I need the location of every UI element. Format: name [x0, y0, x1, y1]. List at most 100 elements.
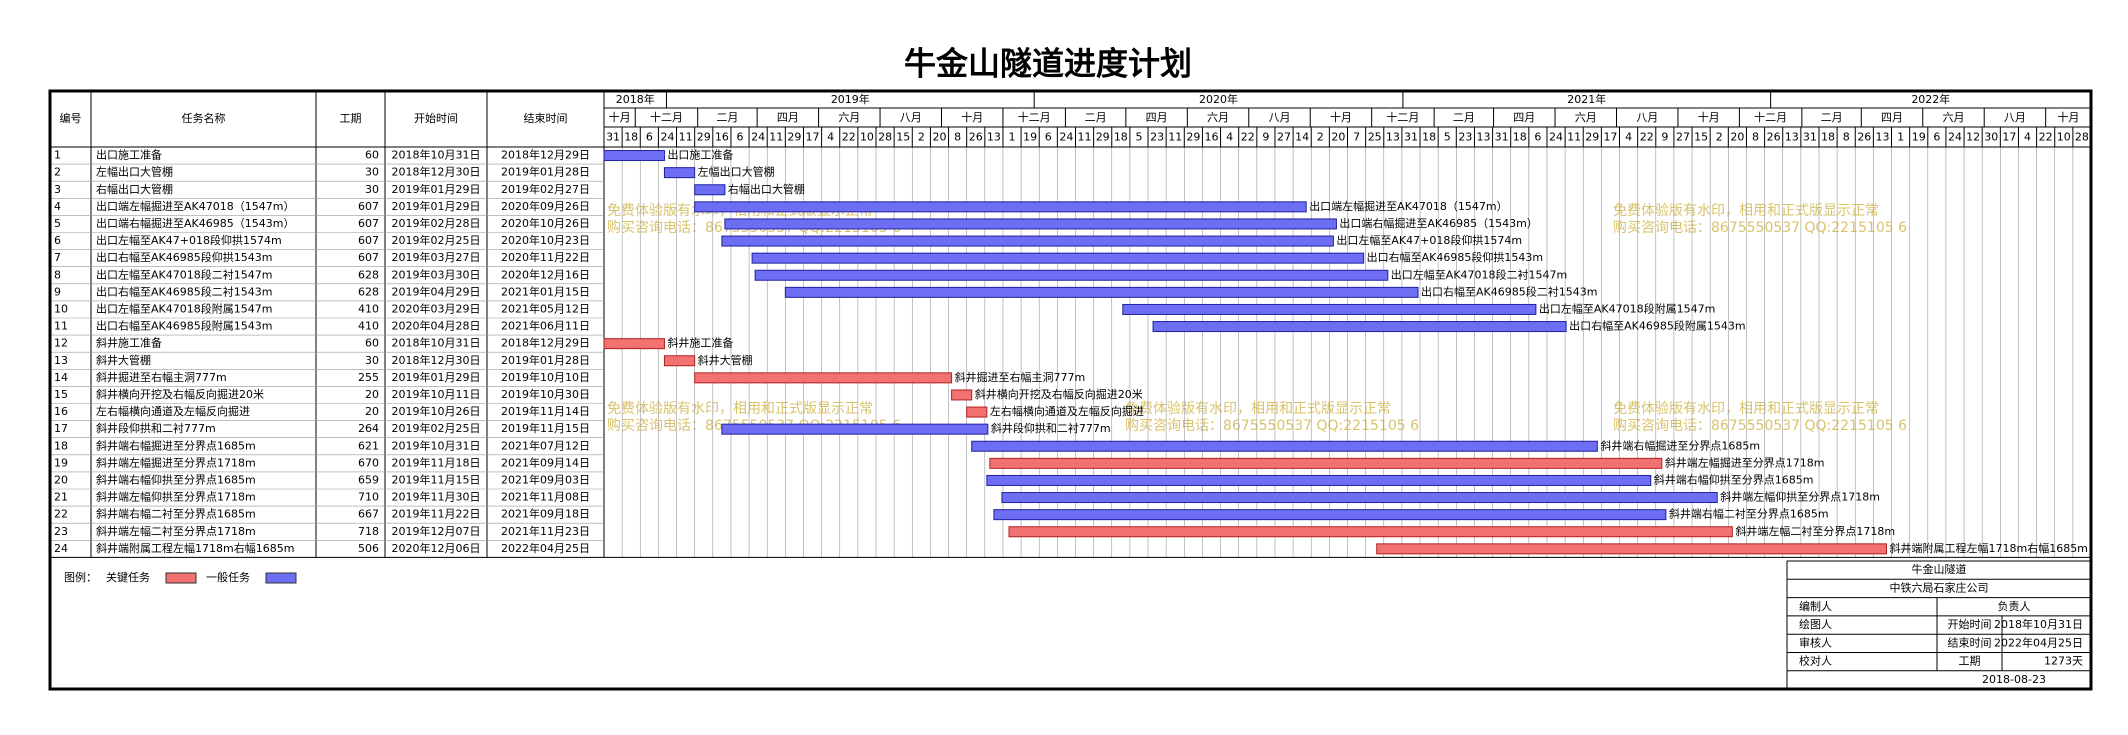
task-id: 19 — [54, 456, 68, 469]
task-start: 2019年11月18日 — [392, 455, 481, 469]
day-label: 2 — [1716, 131, 1723, 144]
column-header: 任务名称 — [182, 111, 226, 125]
legend-title: 图例： — [64, 570, 97, 584]
day-label: 4 — [827, 131, 834, 144]
bar-label: 出口端左幅掘进至AK47018（1547m） — [1309, 199, 1507, 213]
day-label: 29 — [697, 131, 711, 144]
task-start: 2019年11月15日 — [392, 472, 481, 486]
task-end: 2020年10月23日 — [501, 233, 590, 247]
info-project: 牛金山隧道 — [1912, 562, 1967, 576]
task-end: 2020年12月16日 — [501, 267, 590, 281]
task-name: 出口左幅至AK47+018段仰拱1574m — [96, 233, 282, 247]
month-label: 二月 — [1085, 111, 1107, 124]
task-duration: 20 — [365, 388, 379, 401]
month-label: 六月 — [1575, 111, 1597, 124]
day-label: 17 — [1603, 131, 1617, 144]
day-label: 10 — [2057, 131, 2071, 144]
bar-label: 出口右幅至AK46985段附属1543m — [1569, 319, 1745, 333]
day-label: 24 — [1549, 131, 1563, 144]
month-label: 八月 — [900, 111, 922, 124]
task-duration: 20 — [365, 405, 379, 418]
task-end: 2021年11月08日 — [501, 490, 590, 504]
task-start: 2019年11月30日 — [392, 490, 481, 504]
task-bar — [1376, 543, 1887, 555]
task-duration: 670 — [358, 456, 379, 469]
task-name: 出口端右幅掘进至AK46985（1543m） — [96, 216, 294, 230]
day-label: 4 — [2024, 131, 2031, 144]
day-label: 1 — [1897, 131, 1904, 144]
day-label: 24 — [660, 131, 674, 144]
day-label: 9 — [1262, 131, 1269, 144]
day-label: 8 — [954, 131, 961, 144]
day-label: 6 — [737, 131, 744, 144]
task-end: 2022年04月25日 — [501, 541, 590, 555]
task-start: 2019年10月31日 — [392, 438, 481, 452]
month-label: 四月 — [1513, 111, 1535, 124]
task-name: 斜井端右幅仰拱至分界点1685m — [96, 472, 256, 486]
day-label: 22 — [2039, 131, 2053, 144]
day-label: 5 — [1444, 131, 1451, 144]
task-duration: 30 — [365, 166, 379, 179]
watermark: 免费体验版有水印，相用和正式版显示正常 — [1613, 401, 1879, 417]
task-duration: 410 — [358, 320, 379, 333]
day-label: 10 — [860, 131, 874, 144]
day-label: 31 — [606, 131, 620, 144]
task-name: 左右幅横向通道及左幅反向掘进 — [96, 404, 250, 418]
task-name: 斜井端左幅仰拱至分界点1718m — [96, 490, 256, 504]
task-name: 斜井端左幅掘进至分界点1718m — [96, 455, 256, 469]
bar-label: 斜井施工准备 — [667, 336, 733, 350]
day-label: 7 — [1353, 131, 1360, 144]
task-id: 9 — [54, 285, 61, 298]
task-start: 2020年12月06日 — [392, 541, 481, 555]
task-id: 16 — [54, 405, 68, 418]
task-end: 2021年11月23日 — [501, 524, 590, 538]
month-label: 六月 — [1942, 111, 1964, 124]
info-date: 2018-08-23 — [1982, 673, 2046, 686]
bar-label: 斜井大管棚 — [698, 353, 753, 367]
task-start: 2018年10月31日 — [392, 148, 481, 162]
day-label: 29 — [1096, 131, 1110, 144]
task-id: 11 — [54, 320, 68, 333]
task-id: 7 — [54, 251, 61, 264]
day-label: 13 — [987, 131, 1001, 144]
day-label: 18 — [1114, 131, 1128, 144]
task-end: 2021年09月03日 — [501, 472, 590, 486]
bar-label: 出口左幅至AK47+018段仰拱1574m — [1336, 233, 1522, 247]
day-label: 4 — [1226, 131, 1233, 144]
bar-label: 出口端右幅掘进至AK46985（1543m） — [1339, 216, 1537, 230]
task-start: 2020年04月28日 — [392, 319, 481, 333]
task-start: 2019年11月22日 — [392, 507, 481, 521]
task-bar — [751, 252, 1365, 264]
task-duration: 607 — [358, 251, 379, 264]
day-label: 23 — [1458, 131, 1472, 144]
task-duration: 659 — [358, 473, 379, 486]
task-duration: 607 — [358, 217, 379, 230]
month-label: 十二月 — [1018, 110, 1051, 124]
day-label: 28 — [2075, 131, 2089, 144]
task-id: 1 — [54, 149, 61, 162]
legend-label: 关键任务 — [106, 570, 150, 584]
task-duration: 506 — [358, 542, 379, 555]
task-start: 2019年01月29日 — [392, 182, 481, 196]
task-bar — [694, 184, 726, 196]
task-id: 8 — [54, 268, 61, 281]
task-duration: 264 — [358, 422, 379, 435]
bar-label: 斜井端右幅掘进至分界点1685m — [1600, 438, 1760, 452]
day-label: 30 — [1984, 131, 1998, 144]
day-label: 29 — [1186, 131, 1200, 144]
day-label: 20 — [1730, 131, 1744, 144]
day-label: 6 — [646, 131, 653, 144]
watermark: 购买咨询电话：8675550537 QQ:2215105 6 — [1613, 220, 1907, 236]
day-label: 29 — [787, 131, 801, 144]
bar-label: 出口左幅至AK47018段附属1547m — [1539, 301, 1715, 315]
task-end: 2018年12月29日 — [501, 336, 590, 350]
day-label: 9 — [1661, 131, 1668, 144]
task-name: 出口施工准备 — [96, 148, 162, 162]
day-label: 2 — [918, 131, 925, 144]
day-label: 5 — [1135, 131, 1142, 144]
task-bar — [784, 286, 1419, 298]
task-start: 2019年12月07日 — [392, 524, 481, 538]
task-end: 2018年12月29日 — [501, 148, 590, 162]
day-label: 20 — [1331, 131, 1345, 144]
